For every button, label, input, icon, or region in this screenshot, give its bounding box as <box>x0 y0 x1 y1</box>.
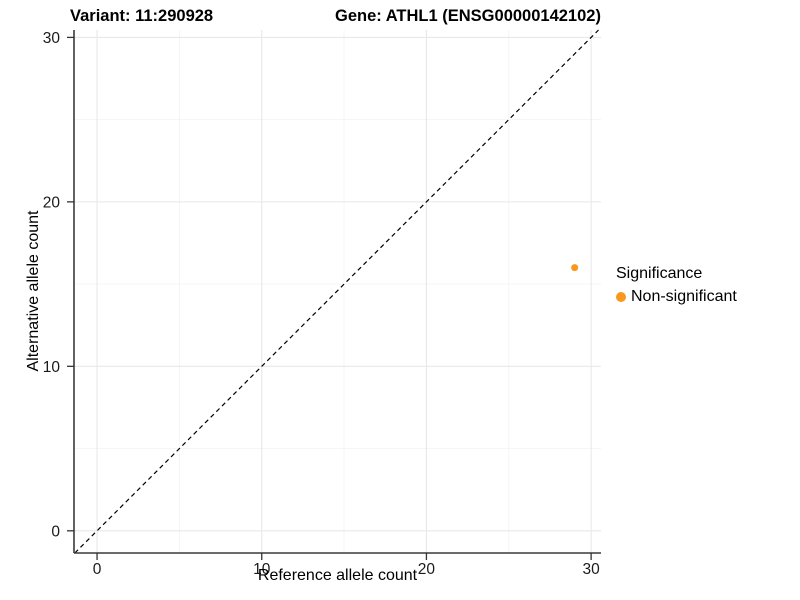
identity-line <box>74 29 599 554</box>
x-axis-title: Reference allele count <box>257 567 418 584</box>
data-point <box>571 264 579 272</box>
y-axis-title: Alternative allele count <box>25 210 42 372</box>
x-tick-label: 0 <box>93 561 102 578</box>
y-tick-label: 20 <box>43 194 61 211</box>
legend-item-non-significant: Non-significant <box>616 288 737 306</box>
y-tick-label: 30 <box>43 30 61 47</box>
x-tick-label: 10 <box>253 561 271 578</box>
y-tick-label: 0 <box>51 523 60 540</box>
legend-point-icon <box>616 292 626 302</box>
legend: Significance Non-significant <box>616 265 737 306</box>
x-tick-label: 30 <box>582 561 600 578</box>
legend-item-label: Non-significant <box>631 288 737 305</box>
legend-title: Significance <box>616 265 703 282</box>
x-tick-label: 20 <box>418 561 436 578</box>
plot-title-variant: Variant: 11:290928 <box>70 7 214 25</box>
plot-title-gene: Gene: ATHL1 (ENSG00000142102) <box>335 7 601 25</box>
y-tick-label: 10 <box>43 359 61 376</box>
